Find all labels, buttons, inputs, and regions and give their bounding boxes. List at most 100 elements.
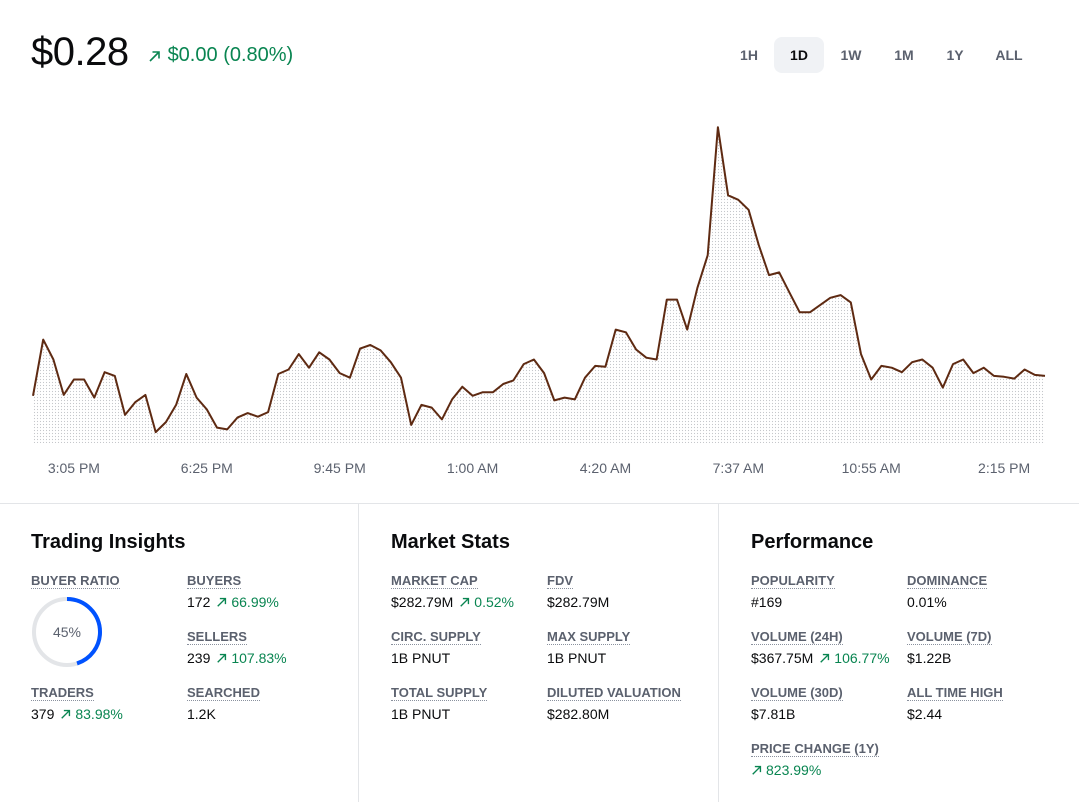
change-text: 66.99% [231, 594, 279, 610]
stat-value: $1.22B [907, 650, 951, 667]
value-text: #169 [751, 594, 783, 610]
change-text: 823.99% [766, 762, 822, 778]
stat-label[interactable]: CIRC. SUPPLY [391, 629, 481, 645]
stat-label[interactable]: SEARCHED [187, 685, 260, 701]
stat-label[interactable]: MAX SUPPLY [547, 629, 631, 645]
range-button[interactable]: 1W [840, 47, 862, 63]
stat-label[interactable]: VOLUME (7D) [907, 629, 992, 645]
up-arrow [752, 765, 762, 775]
up-arrow [460, 597, 470, 607]
value-text: 172 [187, 594, 211, 610]
stat-value: 1.2K [187, 706, 216, 723]
donut-arc [32, 597, 102, 667]
stat-value: 239 107.83% [187, 650, 287, 667]
range-button[interactable]: ALL [995, 47, 1023, 63]
x-tick-label: 1:00 AM [447, 460, 498, 476]
stat-label[interactable]: POPULARITY [751, 573, 835, 589]
change-text: 106.77% [834, 650, 890, 666]
stat-value: 1B PNUT [391, 650, 450, 667]
x-tick-label: 3:05 PM [48, 460, 100, 476]
change: 83.98% [54, 706, 123, 722]
value-text: $282.79M [391, 594, 454, 610]
change: 66.99% [210, 594, 279, 610]
range-button[interactable]: 1Y [946, 47, 964, 63]
stat-label[interactable]: DOMINANCE [907, 573, 988, 589]
divider [718, 504, 719, 802]
up-arrow [61, 709, 71, 719]
price-change: $0.00 (0.80%) [148, 44, 293, 67]
change: 107.83% [210, 650, 287, 666]
value-text: 1B PNUT [391, 650, 451, 666]
up-arrow [149, 50, 160, 62]
divider [358, 504, 359, 802]
range-button[interactable]: 1M [894, 47, 914, 63]
value-text: $282.79M [547, 594, 610, 610]
stat-label[interactable]: VOLUME (24H) [751, 629, 843, 645]
change-amount: $0.00 [167, 44, 218, 66]
stat-label[interactable]: DILUTED VALUATION [547, 685, 681, 701]
change: 106.77% [813, 650, 890, 666]
stat-label[interactable]: BUYER RATIO [31, 573, 120, 589]
up-arrow [217, 597, 227, 607]
stat-label[interactable]: TOTAL SUPPLY [391, 685, 488, 701]
donut-label: 45% [53, 624, 81, 640]
range-button[interactable]: 1D [774, 37, 824, 73]
change: 0.52% [453, 594, 514, 610]
stat-label[interactable]: TRADERS [31, 685, 94, 701]
change-percent: (0.80%) [223, 44, 294, 66]
value-text: $1.22B [907, 650, 952, 666]
value-text: $282.80M [547, 706, 610, 722]
stat-label[interactable]: FDV [547, 573, 573, 589]
price-line [32, 126, 1046, 434]
up-arrow [217, 653, 227, 663]
stat-value: #169 [751, 594, 782, 611]
area-fill [33, 127, 1045, 443]
value-text: 379 [31, 706, 55, 722]
section-title: Trading Insights [31, 531, 186, 553]
value-text: 0.01% [907, 594, 947, 610]
range-button[interactable]: 1H [740, 47, 758, 63]
x-tick-label: 10:55 AM [842, 460, 901, 476]
section-title: Market Stats [391, 531, 510, 553]
stat-label[interactable]: VOLUME (30D) [751, 685, 843, 701]
stat-label[interactable]: ALL TIME HIGH [907, 685, 1003, 701]
stat-value: $7.81B [751, 706, 795, 723]
change-text: 83.98% [75, 706, 123, 722]
stat-value: $2.44 [907, 706, 942, 723]
x-tick-label: 7:37 AM [713, 460, 764, 476]
change-text: 107.83% [231, 650, 287, 666]
stat-value: $282.79M [547, 594, 609, 611]
change: 823.99% [751, 762, 821, 778]
stat-value: 379 83.98% [31, 706, 123, 723]
stat-value: $367.75M 106.77% [751, 650, 890, 667]
x-tick-label: 4:20 AM [580, 460, 631, 476]
stat-value: 1B PNUT [547, 650, 606, 667]
stat-value: 1B PNUT [391, 706, 450, 723]
x-tick-label: 2:15 PM [978, 460, 1030, 476]
value-text: 1.2K [187, 706, 216, 722]
value-text: 239 [187, 650, 211, 666]
up-arrow [820, 653, 830, 663]
value-text: $7.81B [751, 706, 796, 722]
value-text: 1B PNUT [391, 706, 451, 722]
stat-value: $282.79M 0.52% [391, 594, 514, 611]
value-text: 1B PNUT [547, 650, 607, 666]
stat-value: 0.01% [907, 594, 947, 611]
section-title: Performance [751, 531, 874, 553]
stat-label[interactable]: BUYERS [187, 573, 242, 589]
stat-value: $282.80M [547, 706, 609, 723]
divider [0, 503, 1079, 504]
ratio-donut: 45% [32, 597, 102, 667]
x-tick-label: 6:25 PM [181, 460, 233, 476]
stat-value: 172 66.99% [187, 594, 279, 611]
x-tick-label: 9:45 PM [314, 460, 366, 476]
stat-label[interactable]: MARKET CAP [391, 573, 478, 589]
value-text: $367.75M [751, 650, 814, 666]
stat-label[interactable]: SELLERS [187, 629, 247, 645]
stat-label[interactable]: PRICE CHANGE (1Y) [751, 741, 879, 757]
price: $0.28 [31, 30, 129, 74]
stat-value: 823.99% [751, 762, 821, 779]
value-text: $2.44 [907, 706, 943, 722]
change-text: 0.52% [474, 594, 514, 610]
